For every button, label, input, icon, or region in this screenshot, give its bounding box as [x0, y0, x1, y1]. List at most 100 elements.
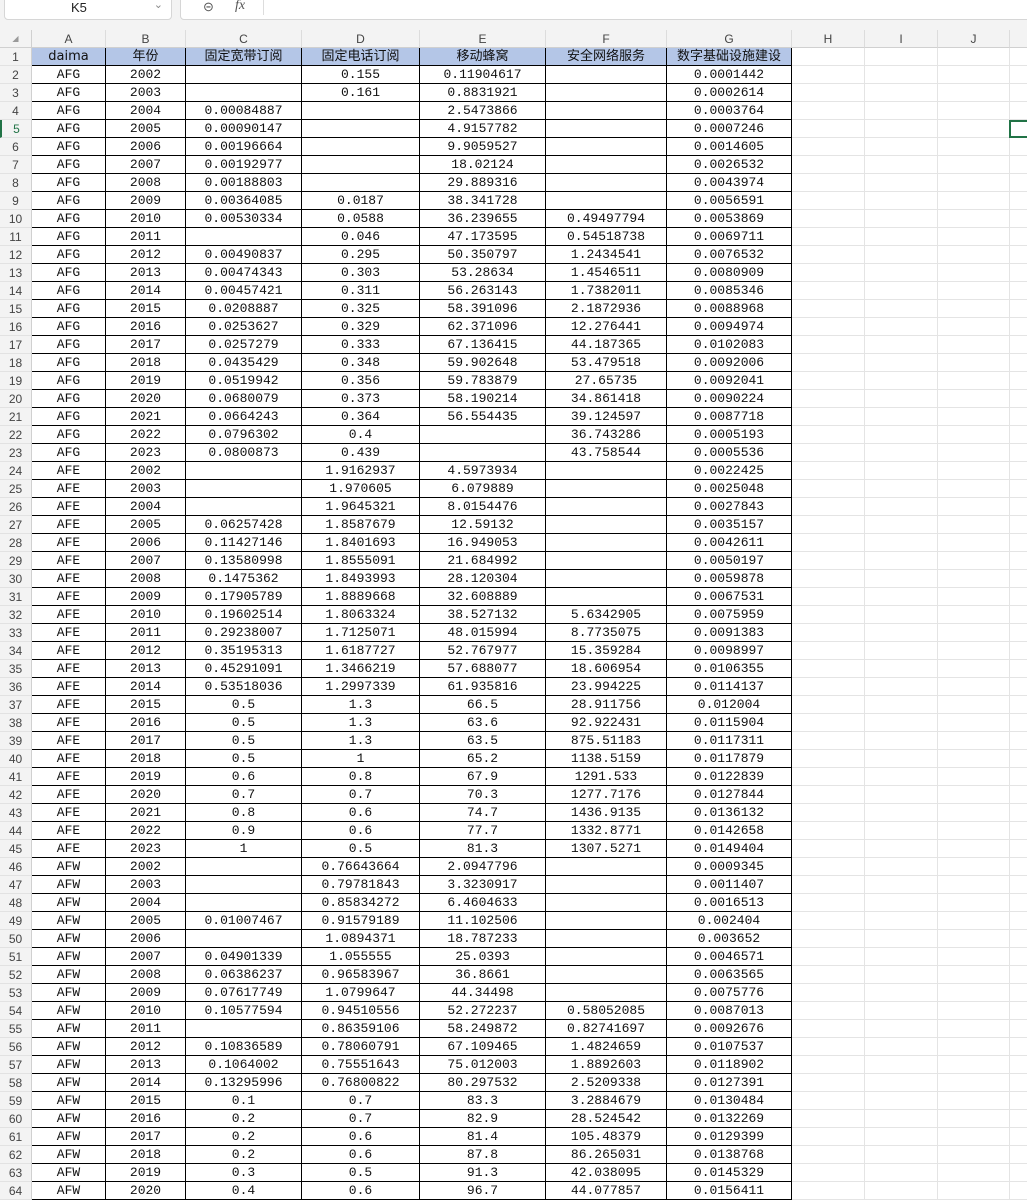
data-cell[interactable]: AFE — [32, 588, 106, 606]
row-header[interactable]: 53 — [0, 984, 32, 1002]
empty-cell[interactable] — [938, 768, 1010, 786]
row-header[interactable]: 44 — [0, 822, 32, 840]
row-header[interactable]: 29 — [0, 552, 32, 570]
empty-cell[interactable] — [865, 966, 938, 984]
data-cell[interactable]: 8.7735075 — [546, 624, 667, 642]
empty-cell[interactable] — [938, 606, 1010, 624]
data-cell[interactable]: 0.1475362 — [186, 570, 302, 588]
empty-cell[interactable] — [1010, 678, 1027, 696]
empty-cell[interactable] — [865, 264, 938, 282]
empty-cell[interactable] — [792, 1110, 865, 1128]
data-cell[interactable]: 2004 — [106, 894, 186, 912]
empty-cell[interactable] — [792, 462, 865, 480]
data-cell[interactable]: 0.2 — [186, 1110, 302, 1128]
empty-cell[interactable] — [938, 282, 1010, 300]
data-cell[interactable]: 1307.5271 — [546, 840, 667, 858]
data-cell[interactable]: 0.4 — [302, 426, 420, 444]
empty-cell[interactable] — [938, 732, 1010, 750]
data-cell[interactable]: 0.0046571 — [667, 948, 792, 966]
empty-cell[interactable] — [938, 300, 1010, 318]
data-cell[interactable]: 2019 — [106, 1164, 186, 1182]
data-cell[interactable]: 0.6 — [302, 804, 420, 822]
data-cell[interactable] — [186, 1020, 302, 1038]
row-header[interactable]: 55 — [0, 1020, 32, 1038]
data-cell[interactable]: 0.8 — [186, 804, 302, 822]
data-cell[interactable]: AFE — [32, 714, 106, 732]
empty-cell[interactable] — [938, 840, 1010, 858]
data-cell[interactable]: 0.2 — [186, 1146, 302, 1164]
row-header[interactable]: 30 — [0, 570, 32, 588]
data-cell[interactable]: 8.0154476 — [420, 498, 546, 516]
data-cell[interactable]: 0.00196664 — [186, 138, 302, 156]
column-header-B[interactable]: B — [106, 30, 186, 48]
row-header[interactable]: 42 — [0, 786, 32, 804]
header-cell[interactable]: daima — [32, 48, 106, 66]
row-header[interactable]: 25 — [0, 480, 32, 498]
data-cell[interactable]: 2010 — [106, 210, 186, 228]
data-cell[interactable]: 28.524542 — [546, 1110, 667, 1128]
data-cell[interactable]: 0.13580998 — [186, 552, 302, 570]
data-cell[interactable]: 15.359284 — [546, 642, 667, 660]
data-cell[interactable]: 1.3 — [302, 732, 420, 750]
data-cell[interactable]: 2.1872936 — [546, 300, 667, 318]
empty-cell[interactable] — [792, 336, 865, 354]
empty-cell[interactable] — [792, 840, 865, 858]
empty-cell[interactable] — [1010, 174, 1027, 192]
empty-cell[interactable] — [938, 408, 1010, 426]
data-cell[interactable]: 0.06257428 — [186, 516, 302, 534]
empty-cell[interactable] — [938, 336, 1010, 354]
data-cell[interactable]: 2008 — [106, 570, 186, 588]
data-cell[interactable]: 58.391096 — [420, 300, 546, 318]
data-cell[interactable]: 0.0136132 — [667, 804, 792, 822]
data-cell[interactable]: 0.76800822 — [302, 1074, 420, 1092]
empty-cell[interactable] — [938, 1074, 1010, 1092]
empty-cell[interactable] — [792, 714, 865, 732]
data-cell[interactable]: 1.055555 — [302, 948, 420, 966]
data-cell[interactable]: 0.00192977 — [186, 156, 302, 174]
data-cell[interactable] — [546, 516, 667, 534]
empty-cell[interactable] — [792, 444, 865, 462]
data-cell[interactable]: 67.136415 — [420, 336, 546, 354]
data-cell[interactable]: 2023 — [106, 444, 186, 462]
empty-cell[interactable] — [938, 642, 1010, 660]
empty-cell[interactable] — [938, 750, 1010, 768]
row-header[interactable]: 51 — [0, 948, 32, 966]
empty-cell[interactable] — [865, 1002, 938, 1020]
data-cell[interactable]: 0.0098997 — [667, 642, 792, 660]
column-header-J[interactable]: J — [938, 30, 1010, 48]
row-header[interactable]: 47 — [0, 876, 32, 894]
data-cell[interactable]: 2007 — [106, 552, 186, 570]
data-cell[interactable]: 2019 — [106, 768, 186, 786]
data-cell[interactable]: 34.861418 — [546, 390, 667, 408]
data-cell[interactable]: AFE — [32, 462, 106, 480]
empty-cell[interactable] — [792, 1182, 865, 1200]
empty-cell[interactable] — [792, 768, 865, 786]
data-cell[interactable]: 0.8 — [302, 768, 420, 786]
empty-cell[interactable] — [1010, 408, 1027, 426]
data-cell[interactable]: 2022 — [106, 822, 186, 840]
row-header[interactable]: 61 — [0, 1128, 32, 1146]
data-cell[interactable]: 12.276441 — [546, 318, 667, 336]
row-header[interactable]: 35 — [0, 660, 32, 678]
data-cell[interactable]: 0.9 — [186, 822, 302, 840]
data-cell[interactable]: 0.29238007 — [186, 624, 302, 642]
empty-cell[interactable] — [1010, 912, 1027, 930]
row-header[interactable]: 32 — [0, 606, 32, 624]
empty-cell[interactable] — [1010, 948, 1027, 966]
data-cell[interactable]: 2022 — [106, 426, 186, 444]
data-cell[interactable]: 82.9 — [420, 1110, 546, 1128]
data-cell[interactable]: 0.78060791 — [302, 1038, 420, 1056]
empty-cell[interactable] — [865, 570, 938, 588]
empty-cell[interactable] — [865, 48, 938, 66]
empty-cell[interactable] — [865, 354, 938, 372]
empty-cell[interactable] — [938, 1020, 1010, 1038]
row-header[interactable]: 64 — [0, 1182, 32, 1200]
row-header[interactable]: 8 — [0, 174, 32, 192]
row-header[interactable]: 6 — [0, 138, 32, 156]
data-cell[interactable]: 2017 — [106, 336, 186, 354]
empty-cell[interactable] — [1010, 930, 1027, 948]
data-cell[interactable]: 0.0091383 — [667, 624, 792, 642]
data-cell[interactable]: 0.4 — [186, 1182, 302, 1200]
empty-cell[interactable] — [1010, 606, 1027, 624]
header-cell[interactable]: 数字基础设施建设 — [667, 48, 792, 66]
